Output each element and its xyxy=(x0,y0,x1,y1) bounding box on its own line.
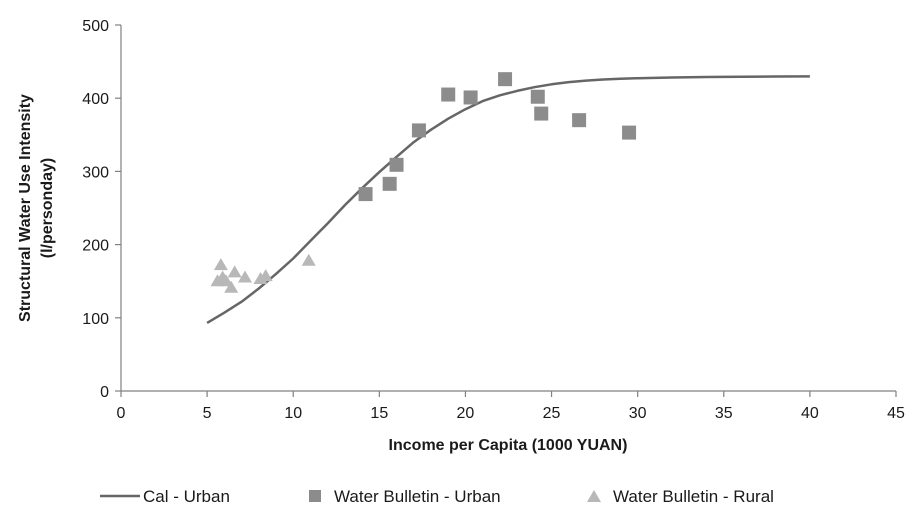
y-tick-label: 500 xyxy=(82,18,109,35)
x-tick-label: 40 xyxy=(801,405,819,422)
urban-point xyxy=(530,89,545,104)
urban-point xyxy=(411,123,426,138)
rural-point xyxy=(227,265,242,278)
x-tick-label: 25 xyxy=(543,405,561,422)
urban-point xyxy=(534,106,549,121)
x-tick-label: 35 xyxy=(715,405,733,422)
rural-point xyxy=(301,253,316,266)
rural-point xyxy=(213,258,228,271)
urban-point xyxy=(358,187,373,202)
y-tick-label: 100 xyxy=(82,311,109,328)
cal-urban-line xyxy=(206,75,810,324)
x-tick-label: 30 xyxy=(629,405,647,422)
rural-point xyxy=(224,280,239,293)
y-tick-label: 0 xyxy=(100,384,109,401)
x-tick-label: 20 xyxy=(457,405,475,422)
y-axis-unit: (l/personday) xyxy=(39,158,56,258)
series-layer xyxy=(206,72,810,324)
x-tick-label: 45 xyxy=(887,405,905,422)
legend: Cal - Urban Water Bulletin - Urban Water… xyxy=(100,487,774,506)
urban-point xyxy=(463,90,478,105)
urban-point xyxy=(572,113,587,128)
plot-area: 0 100 200 300 400 500 0 5 10 15 20 25 30 35 40 45 xyxy=(82,18,905,422)
y-tick-label: 400 xyxy=(82,91,109,108)
urban-point xyxy=(622,125,637,140)
rural-point xyxy=(219,274,234,287)
legend-label-rural: Water Bulletin - Rural xyxy=(613,487,774,506)
urban-point xyxy=(498,72,513,87)
y-ticks: 0 100 200 300 400 500 xyxy=(82,18,121,401)
x-tick-label: 10 xyxy=(284,405,302,422)
rural-point xyxy=(258,269,273,282)
urban-point xyxy=(441,87,456,102)
urban-point xyxy=(389,157,404,172)
x-tick-label: 5 xyxy=(203,405,212,422)
legend-label-cal-urban: Cal - Urban xyxy=(143,487,230,506)
y-axis-title: Structural Water Use Intensity xyxy=(17,94,34,322)
x-tick-label: 0 xyxy=(117,405,126,422)
urban-point xyxy=(382,176,397,191)
x-tick-label: 15 xyxy=(370,405,388,422)
x-ticks: 0 5 10 15 20 25 30 35 40 45 xyxy=(117,391,905,422)
y-tick-label: 300 xyxy=(82,164,109,181)
legend-label-urban: Water Bulletin - Urban xyxy=(334,487,501,506)
y-tick-label: 200 xyxy=(82,238,109,255)
legend-square-symbol xyxy=(309,490,321,502)
rural-point xyxy=(238,270,252,283)
x-axis-title: Income per Capita (1000 YUAN) xyxy=(389,437,628,454)
legend-triangle-symbol xyxy=(587,490,601,502)
